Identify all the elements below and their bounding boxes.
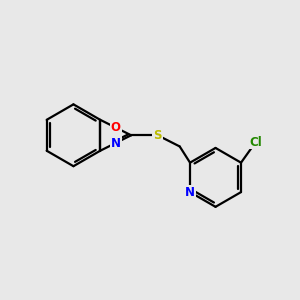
Text: N: N: [185, 186, 195, 199]
Text: Cl: Cl: [249, 136, 262, 148]
Text: N: N: [111, 136, 121, 149]
Text: O: O: [111, 121, 121, 134]
Text: S: S: [153, 129, 162, 142]
